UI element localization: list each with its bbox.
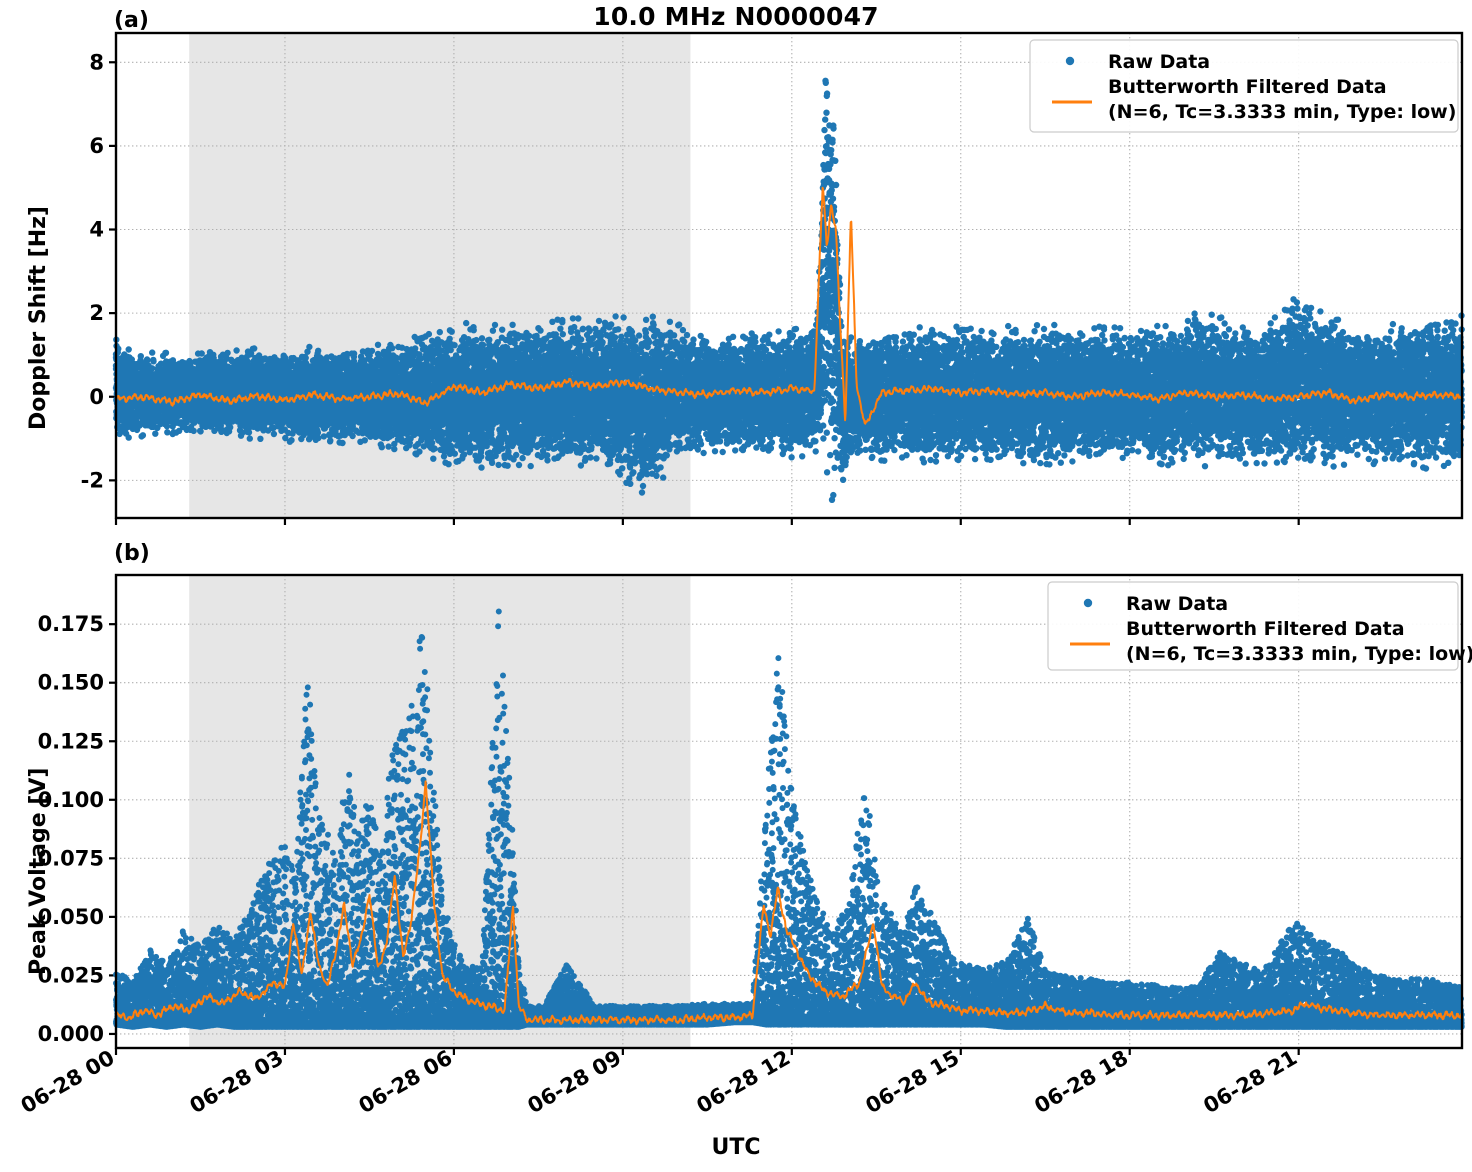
legend-raw-label: Raw Data	[1108, 51, 1210, 73]
legend-a[interactable]: Raw Data Butterworth Filtered Data (N=6, T…	[1029, 39, 1459, 133]
panel-b-frame	[114, 573, 1464, 1050]
x-ticklabel: 06-28 21	[1199, 1046, 1301, 1119]
figure-title: 10.0 MHz N0000047	[593, 2, 879, 31]
filtered-data-line-a	[115, 186, 1463, 425]
y-ticklabel: 2	[89, 301, 104, 325]
y-ticklabel: 0.100	[38, 788, 104, 812]
filtered-data-line-b	[115, 780, 1463, 1026]
legend-background	[1029, 39, 1459, 133]
y-ticklabel: 0	[89, 385, 104, 409]
panel-a-tag: (a)	[114, 8, 149, 33]
raw-data-markers	[113, 608, 1465, 1030]
y-ticklabel: -2	[81, 468, 104, 492]
y-ticklabel: 4	[89, 218, 104, 242]
y-ticklabel: 0.000	[38, 1022, 104, 1046]
x-ticklabel: 06-28 00	[17, 1046, 119, 1119]
legend-raw-marker-icon	[1083, 598, 1093, 608]
x-ticklabel: 06-28 15	[861, 1046, 963, 1119]
panel-a: -2 0 2 4 6 8 Raw Data Butterworth Filtered Data…	[81, 31, 1465, 525]
y-ticklabel: 0.175	[38, 612, 104, 636]
x-ticklabel: 06-28 06	[355, 1046, 457, 1119]
raw-data-markers	[112, 77, 1465, 504]
y-ticklabel: 0.150	[38, 671, 104, 695]
legend-filtered-label-line2: (N=6, Tc=3.3333 min, Type: low)	[1108, 101, 1456, 123]
y-ticklabel: 0.075	[38, 846, 104, 870]
y-ticklabel: 8	[89, 50, 104, 74]
y-ticklabel: 0.050	[38, 905, 104, 929]
raw-data-scatter-b	[113, 608, 1465, 1030]
panel-b: 0.000 0.025 0.050 0.075 0.100 0.125 0.150 0.175…	[17, 573, 1472, 1119]
legend-b[interactable]: Raw Data Butterworth Filtered Data (N=6, T…	[1047, 581, 1472, 671]
x-ticklabel: 06-28 09	[524, 1046, 626, 1119]
legend-filtered-label-line1: Butterworth Filtered Data	[1126, 618, 1405, 640]
x-ticklabel: 06-28 12	[693, 1046, 795, 1119]
panel-a-frame	[114, 31, 1464, 520]
y-ticklabel: 0.125	[38, 729, 104, 753]
legend-filtered-label-line1: Butterworth Filtered Data	[1108, 76, 1387, 98]
x-ticklabel: 06-28 18	[1030, 1046, 1132, 1119]
legend-raw-label: Raw Data	[1126, 593, 1228, 615]
legend-raw-marker-icon	[1065, 56, 1075, 66]
x-ticklabel: 06-28 03	[186, 1046, 288, 1119]
raw-data-scatter-a	[112, 77, 1465, 504]
x-axis-label: UTC	[711, 1135, 761, 1160]
panel-b-tag: (b)	[114, 541, 150, 566]
legend-background	[1047, 581, 1459, 671]
y-ticklabel: 6	[89, 134, 104, 158]
legend-filtered-label-line2: (N=6, Tc=3.3333 min, Type: low)	[1126, 643, 1472, 665]
y-ticklabel: 0.025	[38, 963, 104, 987]
